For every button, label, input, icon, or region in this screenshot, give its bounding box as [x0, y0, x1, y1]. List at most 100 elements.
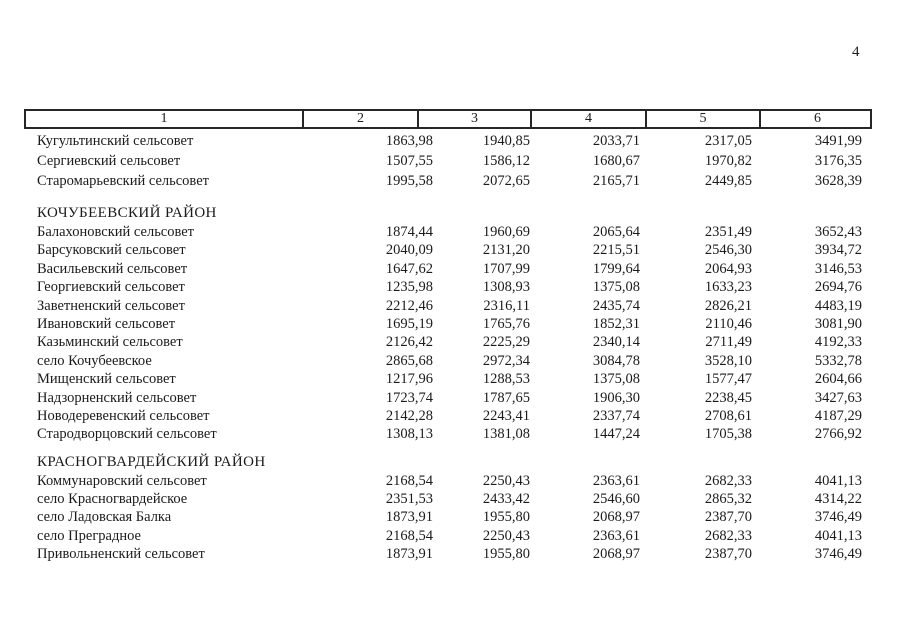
row-value: 1381,08: [482, 426, 530, 443]
row-value: 2068,97: [592, 509, 640, 526]
row-value: 4187,29: [814, 407, 862, 424]
row-value: 1375,08: [592, 371, 640, 388]
row-value: 2317,05: [704, 133, 752, 149]
table-row: Надзорненский сельсовет 1723,74 1787,65 190…: [24, 389, 862, 407]
row-value: 1995,58: [385, 173, 433, 189]
row-value: 2826,21: [704, 297, 752, 314]
header-cell: 1: [160, 111, 168, 126]
row-value: 2435,74: [592, 297, 640, 314]
row-value: 2110,46: [705, 315, 752, 332]
row-value: 2243,41: [482, 407, 530, 424]
row-value: 2225,29: [482, 334, 530, 351]
row-value: 2250,43: [482, 527, 530, 544]
row-name: Барсуковский сельсовет: [37, 242, 186, 259]
table-body: Кугультинский сельсовет 1863,98 1940,85 203…: [24, 131, 862, 564]
table-row: Ивановский сельсовет 1695,19 1765,76 1852,3…: [24, 315, 862, 333]
row-value: 1217,96: [385, 371, 433, 388]
row-value: 1955,80: [482, 509, 530, 526]
table-row: Георгиевский сельсовет 1235,98 1308,93 1375…: [24, 278, 862, 296]
row-value: 2682,33: [704, 527, 752, 544]
row-value: 2711,49: [705, 334, 752, 351]
row-value: 2033,71: [592, 133, 640, 149]
row-value: 2865,68: [385, 352, 433, 369]
row-value: 1288,53: [482, 371, 530, 388]
row-value: 3746,49: [814, 509, 862, 526]
row-value: 2212,46: [385, 297, 433, 314]
row-value: 1308,93: [482, 279, 530, 296]
row-value: 5332,78: [814, 352, 862, 369]
row-value: 2040,09: [385, 242, 433, 259]
row-name: Кугультинский сельсовет: [37, 133, 194, 149]
row-value: 3491,99: [814, 133, 862, 149]
table-row: Старомарьевский сельсовет 1995,58 2072,65 2…: [24, 171, 862, 191]
row-value: 1586,12: [482, 153, 530, 169]
table-row: село Ладовская Балка 1873,91 1955,80 2068,9…: [24, 508, 862, 526]
row-value: 4192,33: [814, 334, 862, 351]
row-name: Стародворцовский сельсовет: [37, 426, 217, 443]
table-row: Коммунаровский сельсовет 2168,54 2250,43 23…: [24, 472, 862, 490]
table-row: Балахоновский сельсовет 1874,44 1960,69 206…: [24, 223, 862, 241]
row-value: 1799,64: [592, 260, 640, 277]
table-section: Кугультинский сельсовет 1863,98 1940,85 203…: [24, 131, 862, 191]
row-value: 1765,76: [482, 315, 530, 332]
row-value: 1707,99: [482, 260, 530, 277]
section-heading: КРАСНОГВАРДЕЙСКИЙ РАЙОН: [37, 453, 266, 470]
row-value: 1308,13: [385, 426, 433, 443]
table-row: село Красногвардейское 2351,53 2433,42 2546…: [24, 490, 862, 508]
table-row: Мищенский сельсовет 1217,96 1288,53 1375,08…: [24, 370, 862, 388]
row-name: село Красногвардейское: [37, 491, 188, 508]
row-name: Казьминский сельсовет: [37, 334, 183, 351]
row-value: 1955,80: [482, 546, 530, 563]
row-value: 4314,22: [814, 491, 862, 508]
row-value: 2142,28: [385, 407, 433, 424]
table-row: Кугультинский сельсовет 1863,98 1940,85 203…: [24, 131, 862, 151]
row-value: 1940,85: [482, 133, 530, 149]
row-value: 1874,44: [385, 224, 433, 240]
row-name: Старомарьевский сельсовет: [37, 173, 209, 189]
row-value: 2126,42: [385, 334, 433, 351]
row-value: 1960,69: [482, 224, 530, 240]
row-value: 4483,19: [814, 297, 862, 314]
row-name: Васильевский сельсовет: [37, 260, 188, 277]
table-row: Казьминский сельсовет 2126,42 2225,29 2340,…: [24, 333, 862, 351]
row-name: Привольненский сельсовет: [37, 546, 205, 563]
row-name: село Кочубеевское: [37, 352, 152, 369]
row-value: 1577,47: [704, 371, 752, 388]
row-value: 2238,45: [704, 389, 752, 406]
row-value: 1723,74: [385, 389, 433, 406]
row-value: 2168,54: [385, 472, 433, 489]
table-row: Новодеревенский сельсовет 2142,28 2243,41 2…: [24, 407, 862, 425]
row-value: 4041,13: [814, 472, 862, 489]
header-cell: 3: [417, 111, 530, 127]
table-section: КРАСНОГВАРДЕЙСКИЙ РАЙОН Коммунаровский се…: [24, 453, 862, 564]
row-value: 2546,30: [704, 242, 752, 259]
header-cell: 6: [759, 111, 874, 127]
row-value: 2387,70: [704, 509, 752, 526]
row-name: Мищенский сельсовет: [37, 371, 176, 388]
row-value: 3628,39: [814, 173, 862, 189]
row-value: 2972,34: [482, 352, 530, 369]
row-value: 2351,53: [385, 491, 433, 508]
row-value: 1375,08: [592, 279, 640, 296]
row-value: 2708,61: [704, 407, 752, 424]
row-name: Коммунаровский сельсовет: [37, 472, 207, 489]
row-value: 1507,55: [385, 153, 433, 169]
row-value: 1970,82: [704, 153, 752, 169]
row-value: 2865,32: [704, 491, 752, 508]
row-name: Георгиевский сельсовет: [37, 279, 185, 296]
row-value: 1633,23: [704, 279, 752, 296]
row-value: 3652,43: [814, 224, 862, 240]
row-name: Сергиевский сельсовет: [37, 153, 181, 169]
header-cell: 2: [302, 111, 417, 127]
table-section: КОЧУБЕЕВСКИЙ РАЙОН Балахоновский сельсове…: [24, 204, 862, 444]
row-value: 2168,54: [385, 527, 433, 544]
row-value: 2165,71: [592, 173, 640, 189]
row-value: 1647,62: [385, 260, 433, 277]
table-row: Барсуковский сельсовет 2040,09 2131,20 2215…: [24, 241, 862, 259]
row-name: Заветненский сельсовет: [37, 297, 185, 314]
row-value: 3427,63: [814, 389, 862, 406]
page-number: 4: [852, 44, 860, 60]
row-value: 1235,98: [385, 279, 433, 296]
row-value: 1447,24: [592, 426, 640, 443]
